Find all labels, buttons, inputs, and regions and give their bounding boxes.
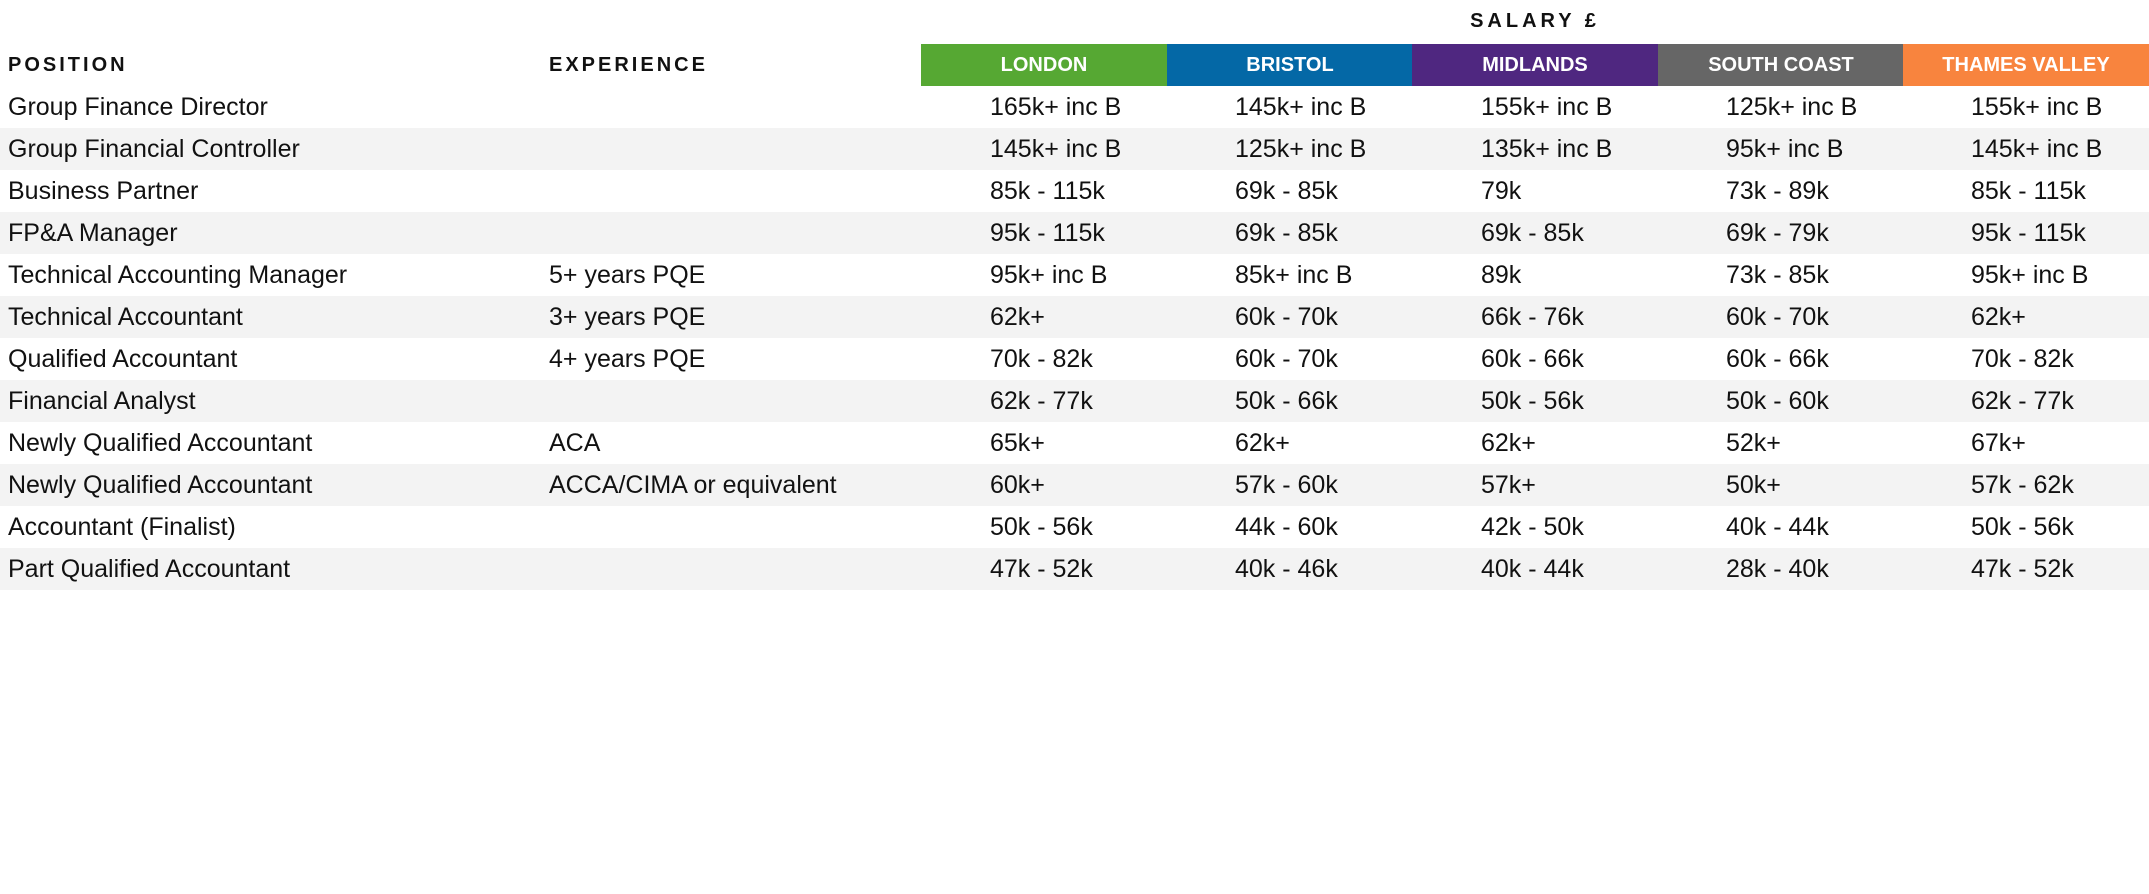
salary-cell-thames-valley: 67k+ bbox=[1971, 429, 2026, 457]
experience-cell: ACCA/CIMA or equivalent bbox=[549, 471, 837, 499]
region-header-south-coast: SOUTH COAST bbox=[1658, 44, 1904, 86]
salary-cell-south-coast: 40k - 44k bbox=[1726, 513, 1829, 541]
salary-cell-midlands: 60k - 66k bbox=[1481, 345, 1584, 373]
table-row: Newly Qualified Accountant ACCA/CIMA or e… bbox=[0, 464, 2149, 506]
region-header-thames-valley: THAMES VALLEY bbox=[1903, 44, 2149, 86]
salary-cell-thames-valley: 155k+ inc B bbox=[1971, 93, 2103, 121]
salary-cell-bristol: 44k - 60k bbox=[1235, 513, 1338, 541]
salary-cell-bristol: 60k - 70k bbox=[1235, 303, 1338, 331]
salary-cell-london: 65k+ bbox=[990, 429, 1045, 457]
position-cell: Qualified Accountant bbox=[8, 345, 238, 373]
salary-cell-thames-valley: 62k - 77k bbox=[1971, 387, 2074, 415]
table-row: Part Qualified Accountant 47k - 52k 40k - … bbox=[0, 548, 2149, 590]
salary-cell-midlands: 62k+ bbox=[1481, 429, 1536, 457]
salary-cell-london: 50k - 56k bbox=[990, 513, 1093, 541]
salary-cell-south-coast: 95k+ inc B bbox=[1726, 135, 1844, 163]
salary-cell-london: 62k - 77k bbox=[990, 387, 1093, 415]
table-row: Financial Analyst 62k - 77k 50k - 66k 50k -… bbox=[0, 380, 2149, 422]
salary-cell-bristol: 60k - 70k bbox=[1235, 345, 1338, 373]
position-cell: Technical Accounting Manager bbox=[8, 261, 348, 289]
salary-cell-midlands: 69k - 85k bbox=[1481, 219, 1584, 247]
salary-table-body: Group Finance Director 165k+ inc B 145k+ i… bbox=[0, 86, 2149, 590]
experience-cell: 4+ years PQE bbox=[549, 345, 706, 373]
salary-cell-london: 70k - 82k bbox=[990, 345, 1093, 373]
salary-cell-london: 145k+ inc B bbox=[990, 135, 1122, 163]
table-row: FP&A Manager 95k - 115k 69k - 85k 69k - 85k… bbox=[0, 212, 2149, 254]
position-cell: Group Finance Director bbox=[8, 93, 268, 121]
salary-cell-midlands: 42k - 50k bbox=[1481, 513, 1584, 541]
position-cell: Financial Analyst bbox=[8, 387, 196, 415]
salary-cell-south-coast: 73k - 85k bbox=[1726, 261, 1829, 289]
salary-cell-thames-valley: 95k+ inc B bbox=[1971, 261, 2089, 289]
salary-cell-midlands: 89k bbox=[1481, 261, 1522, 289]
salary-cell-south-coast: 50k - 60k bbox=[1726, 387, 1829, 415]
table-row: Accountant (Finalist) 50k - 56k 44k - 60k 4… bbox=[0, 506, 2149, 548]
salary-cell-london: 62k+ bbox=[990, 303, 1045, 331]
salary-cell-midlands: 155k+ inc B bbox=[1481, 93, 1613, 121]
salary-cell-thames-valley: 47k - 52k bbox=[1971, 555, 2074, 583]
salary-cell-bristol: 69k - 85k bbox=[1235, 219, 1338, 247]
salary-cell-midlands: 66k - 76k bbox=[1481, 303, 1584, 331]
table-row: Technical Accounting Manager 5+ years PQE… bbox=[0, 254, 2149, 296]
salary-cell-south-coast: 69k - 79k bbox=[1726, 219, 1829, 247]
table-row: Business Partner 85k - 115k 69k - 85k 79k 73… bbox=[0, 170, 2149, 212]
salary-cell-midlands: 135k+ inc B bbox=[1481, 135, 1613, 163]
position-column-header: POSITION bbox=[8, 54, 128, 76]
table-row: Qualified Accountant 4+ years PQE 70k - 82… bbox=[0, 338, 2149, 380]
salary-cell-london: 95k - 115k bbox=[990, 219, 1105, 247]
salary-cell-london: 95k+ inc B bbox=[990, 261, 1108, 289]
experience-cell: 3+ years PQE bbox=[549, 303, 706, 331]
salary-cell-midlands: 57k+ bbox=[1481, 471, 1536, 499]
salary-cell-bristol: 40k - 46k bbox=[1235, 555, 1338, 583]
salary-cell-thames-valley: 85k - 115k bbox=[1971, 177, 2086, 205]
salary-cell-midlands: 50k - 56k bbox=[1481, 387, 1584, 415]
salary-cell-bristol: 69k - 85k bbox=[1235, 177, 1338, 205]
salary-cell-bristol: 62k+ bbox=[1235, 429, 1290, 457]
salary-cell-bristol: 125k+ inc B bbox=[1235, 135, 1367, 163]
experience-cell: 5+ years PQE bbox=[549, 261, 706, 289]
salary-cell-london: 165k+ inc B bbox=[990, 93, 1122, 121]
position-cell: Technical Accountant bbox=[8, 303, 243, 331]
salary-cell-south-coast: 50k+ bbox=[1726, 471, 1781, 499]
table-row: Newly Qualified Accountant ACA 65k+ 62k+ 62k… bbox=[0, 422, 2149, 464]
position-cell: Newly Qualified Accountant bbox=[8, 471, 313, 499]
experience-cell: ACA bbox=[549, 429, 601, 457]
position-cell: Group Financial Controller bbox=[8, 135, 300, 163]
experience-column-header: EXPERIENCE bbox=[549, 54, 708, 76]
position-cell: Accountant (Finalist) bbox=[8, 513, 236, 541]
salary-cell-midlands: 79k bbox=[1481, 177, 1522, 205]
salary-cell-bristol: 85k+ inc B bbox=[1235, 261, 1353, 289]
salary-cell-thames-valley: 95k - 115k bbox=[1971, 219, 2086, 247]
salary-cell-south-coast: 28k - 40k bbox=[1726, 555, 1829, 583]
salary-cell-south-coast: 125k+ inc B bbox=[1726, 93, 1858, 121]
salary-cell-south-coast: 60k - 70k bbox=[1726, 303, 1829, 331]
salary-cell-bristol: 145k+ inc B bbox=[1235, 93, 1367, 121]
salary-cell-south-coast: 73k - 89k bbox=[1726, 177, 1829, 205]
salary-cell-thames-valley: 70k - 82k bbox=[1971, 345, 2074, 373]
salary-cell-thames-valley: 50k - 56k bbox=[1971, 513, 2074, 541]
salary-cell-south-coast: 60k - 66k bbox=[1726, 345, 1829, 373]
salary-cell-midlands: 40k - 44k bbox=[1481, 555, 1584, 583]
position-cell: FP&A Manager bbox=[8, 219, 178, 247]
salary-cell-bristol: 50k - 66k bbox=[1235, 387, 1338, 415]
position-cell: Part Qualified Accountant bbox=[8, 555, 291, 583]
salary-heading: SALARY £ bbox=[1470, 10, 1600, 32]
position-cell: Business Partner bbox=[8, 177, 199, 205]
salary-cell-london: 60k+ bbox=[990, 471, 1045, 499]
salary-cell-london: 47k - 52k bbox=[990, 555, 1093, 583]
position-cell: Newly Qualified Accountant bbox=[8, 429, 313, 457]
table-header: POSITION EXPERIENCE LONDON BRISTOL MIDLA… bbox=[0, 44, 2149, 86]
salary-cell-london: 85k - 115k bbox=[990, 177, 1105, 205]
region-header-bristol: BRISTOL bbox=[1167, 44, 1413, 86]
region-header-midlands: MIDLANDS bbox=[1412, 44, 1658, 86]
salary-cell-bristol: 57k - 60k bbox=[1235, 471, 1338, 499]
region-header-london: LONDON bbox=[921, 44, 1167, 86]
salary-cell-thames-valley: 57k - 62k bbox=[1971, 471, 2074, 499]
table-row: Group Financial Controller 145k+ inc B 125… bbox=[0, 128, 2149, 170]
salary-cell-south-coast: 52k+ bbox=[1726, 429, 1781, 457]
table-row: Group Finance Director 165k+ inc B 145k+ i… bbox=[0, 86, 2149, 128]
table-row: Technical Accountant 3+ years PQE 62k+ 60k … bbox=[0, 296, 2149, 338]
salary-cell-thames-valley: 62k+ bbox=[1971, 303, 2026, 331]
salary-cell-thames-valley: 145k+ inc B bbox=[1971, 135, 2103, 163]
